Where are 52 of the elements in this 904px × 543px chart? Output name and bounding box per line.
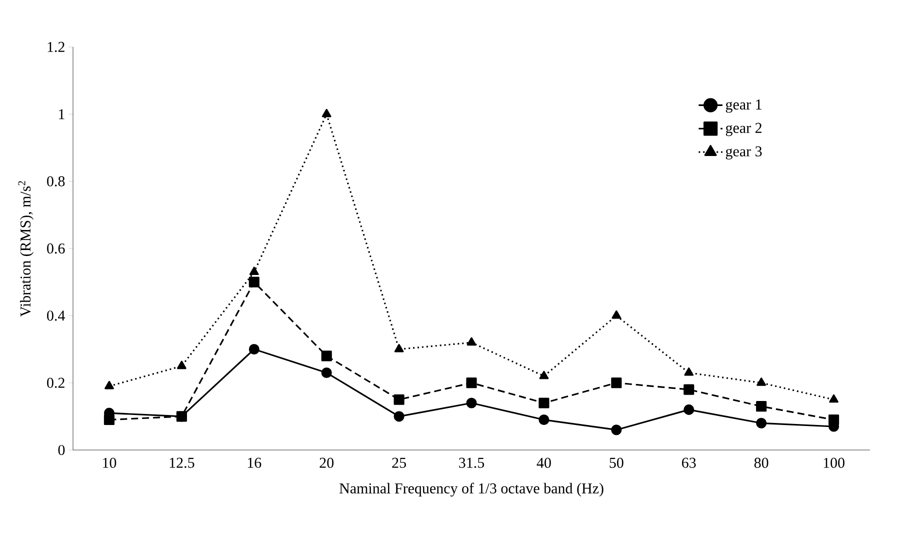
x-tick-label: 100 [824, 458, 844, 468]
point [104, 414, 115, 426]
point [684, 367, 694, 376]
point [394, 344, 404, 352]
x-axis-title: Naminal Frequency of 1/3 octave band (Hz) [339, 482, 604, 497]
point [394, 411, 404, 422]
y-tick-label: 1 [59, 109, 64, 120]
point [612, 310, 622, 319]
point [756, 401, 767, 412]
legend-label: gear 3 [726, 146, 762, 160]
point [684, 384, 694, 395]
x-tick-label: 31.5 [459, 458, 484, 468]
x-tick-label: 10 [103, 458, 116, 468]
point [394, 394, 404, 405]
x-tick-label: 16 [248, 458, 262, 468]
x-tick-label: 40 [536, 458, 551, 468]
point [321, 367, 332, 378]
point [828, 414, 840, 426]
point [756, 378, 766, 386]
point [177, 360, 186, 370]
x-tick-label: 63 [682, 458, 696, 468]
point [611, 378, 622, 388]
y-tick-label: 1.2 [48, 42, 64, 52]
point [466, 398, 477, 408]
point [248, 276, 260, 288]
point [829, 394, 838, 403]
x-tick-label: 50 [610, 458, 624, 468]
y-tick-label: 0.8 [47, 176, 65, 186]
x-tick-label: 25 [392, 458, 406, 468]
legend-label: gear 1 [726, 100, 762, 113]
point [104, 380, 114, 390]
point [321, 350, 332, 362]
point [249, 266, 259, 276]
y-tick-label: 0 [58, 444, 65, 456]
point [756, 418, 767, 428]
x-tick-label: 80 [754, 458, 768, 468]
point [466, 378, 477, 388]
point [684, 404, 694, 415]
legend-label: gear 2 [726, 122, 762, 136]
y-axis-title: Vibration (RMS), m/s$^{2}$ [18, 181, 34, 317]
point [466, 337, 476, 346]
point [322, 108, 332, 118]
x-tick-label: 20 [320, 458, 334, 468]
y-tick-label: 0.4 [47, 310, 65, 321]
x-tick-label: 12.5 [170, 458, 194, 468]
point [538, 414, 550, 426]
point [539, 370, 549, 380]
point [538, 398, 550, 408]
y-tick-label: 0.2 [47, 378, 64, 388]
y-tick-label: 0.6 [47, 243, 65, 254]
point [248, 344, 260, 355]
point [611, 424, 622, 436]
